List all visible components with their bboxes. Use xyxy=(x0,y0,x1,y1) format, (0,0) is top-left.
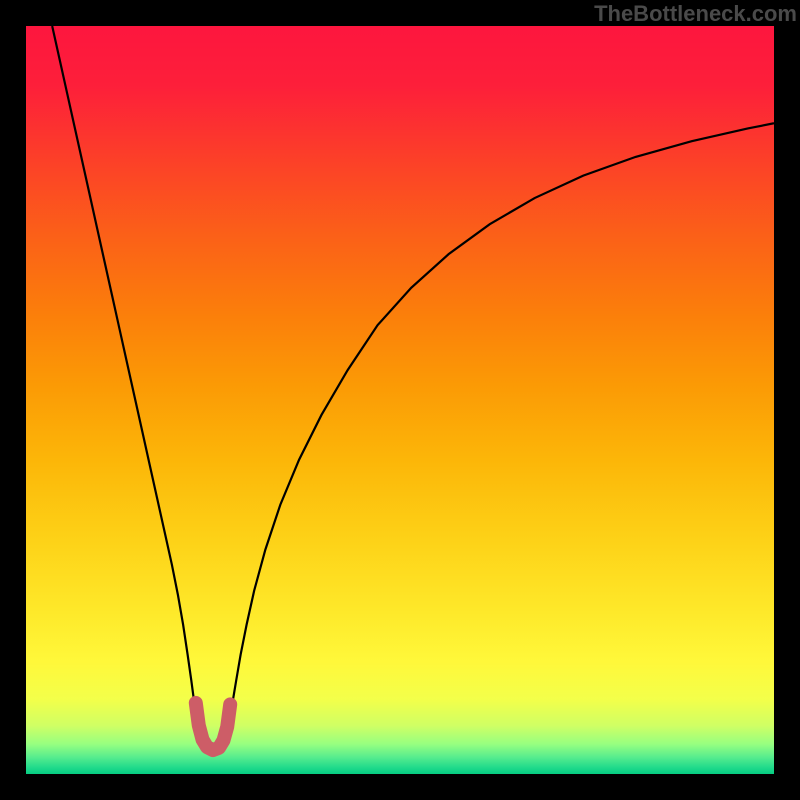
watermark-text: TheBottleneck.com xyxy=(594,1,797,27)
gradient-background xyxy=(26,26,774,774)
chart-svg xyxy=(0,0,800,800)
